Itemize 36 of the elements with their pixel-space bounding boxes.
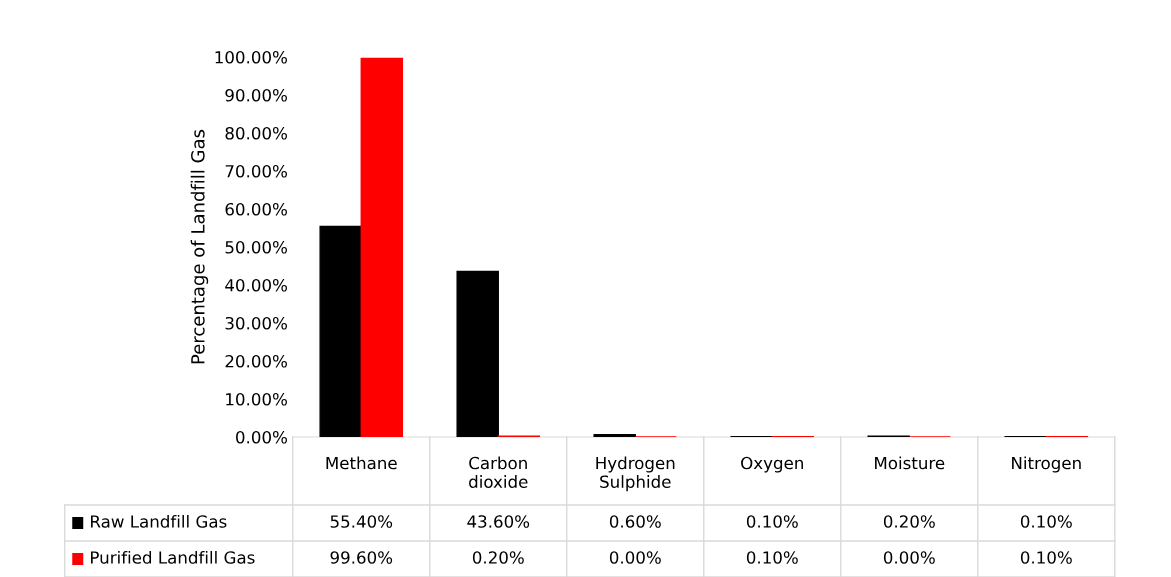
y-tick-label: 50.00%: [225, 240, 287, 254]
x-tick-label: Carbon dioxide: [469, 456, 528, 489]
data-label: 0.20%: [472, 551, 524, 564]
y-tick-label: 80.00%: [225, 126, 287, 140]
y-tick-label: 70.00%: [225, 164, 287, 178]
bar: [360, 57, 404, 437]
y-tick-label: 40.00%: [225, 278, 287, 292]
y-axis-title: Percentage of Landfill Gas: [190, 129, 209, 364]
legend-label: Raw Landfill Gas: [91, 514, 227, 528]
data-label: 43.60%: [467, 515, 530, 528]
y-tick-label: 100.00%: [215, 50, 287, 64]
data-label: 0.00%: [883, 551, 935, 564]
data-label: 55.40%: [330, 515, 393, 528]
x-tick-label: Methane: [326, 456, 397, 470]
bar: [456, 270, 499, 437]
x-tick-label: Hydrogen Sulphide: [596, 456, 675, 492]
y-tick-label: 20.00%: [225, 354, 287, 368]
data-label: 0.10%: [746, 515, 798, 528]
bar: [319, 225, 362, 437]
data-label: 0.10%: [1020, 515, 1072, 528]
legend-label: Purified Landfill Gas: [91, 550, 255, 564]
y-tick-label: 90.00%: [225, 88, 287, 102]
x-tick-label: Nitrogen: [1012, 456, 1081, 473]
data-label: 0.20%: [883, 515, 935, 528]
y-tick-label: 10.00%: [226, 392, 287, 406]
x-tick-label: Oxygen: [741, 456, 803, 473]
bar: [593, 434, 636, 437]
data-label: 0.10%: [746, 551, 798, 564]
x-tick-label: Moisture: [875, 456, 945, 470]
data-label: 0.60%: [609, 515, 661, 528]
y-tick-label: 30.00%: [225, 316, 287, 330]
data-label: 99.60%: [330, 551, 393, 564]
data-label: 0.10%: [1020, 551, 1072, 564]
data-label: 0.00%: [609, 551, 661, 564]
y-tick-label: 0.00%: [236, 430, 287, 444]
y-tick-label: 60.00%: [225, 202, 287, 216]
